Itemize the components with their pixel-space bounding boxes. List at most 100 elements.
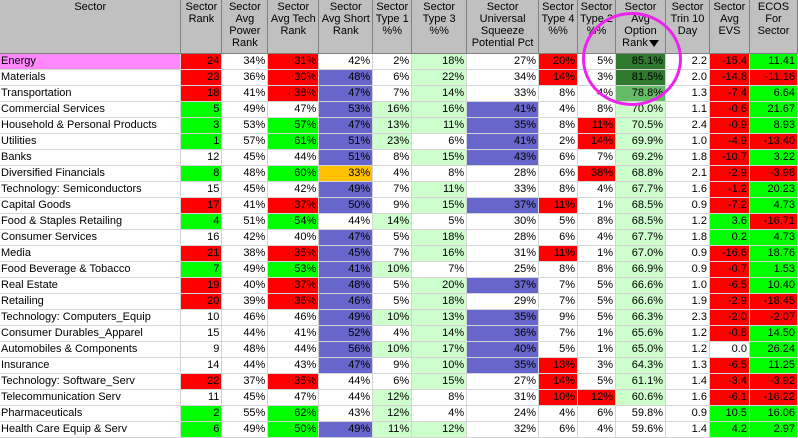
- table-cell[interactable]: -6.1: [709, 389, 750, 406]
- table-cell[interactable]: 33%: [466, 85, 540, 102]
- table-cell[interactable]: 21.67: [749, 101, 798, 118]
- table-cell[interactable]: 81.5%: [615, 69, 666, 86]
- table-cell[interactable]: 2%: [372, 53, 413, 70]
- table-cell[interactable]: 14%: [538, 373, 579, 390]
- table-cell[interactable]: 51%: [318, 133, 374, 150]
- sector-name-cell[interactable]: Food & Staples Retailing: [0, 213, 182, 230]
- table-cell[interactable]: 22: [180, 373, 223, 390]
- table-cell[interactable]: 57%: [221, 133, 269, 150]
- column-header[interactable]: Sector Type 1 %%: [372, 0, 413, 54]
- table-cell[interactable]: 12: [180, 149, 223, 166]
- table-cell[interactable]: 1.3: [665, 85, 710, 102]
- table-cell[interactable]: 8%: [538, 261, 579, 278]
- table-cell[interactable]: 1.1: [665, 101, 710, 118]
- table-cell[interactable]: 4.2: [709, 421, 750, 438]
- table-cell[interactable]: -18.45: [749, 293, 798, 310]
- table-cell[interactable]: 49%: [221, 261, 269, 278]
- sector-name-cell[interactable]: Household & Personal Products: [0, 117, 182, 134]
- table-cell[interactable]: 51%: [318, 149, 374, 166]
- table-cell[interactable]: 1: [180, 133, 223, 150]
- table-cell[interactable]: 21: [180, 245, 223, 262]
- table-cell[interactable]: 41%: [221, 197, 269, 214]
- table-cell[interactable]: 66.6%: [615, 293, 666, 310]
- column-header[interactable]: Sector Trin 10 Day: [665, 0, 710, 54]
- table-cell[interactable]: 41%: [221, 85, 269, 102]
- table-cell[interactable]: 47%: [267, 389, 320, 406]
- table-cell[interactable]: 42%: [267, 181, 320, 198]
- table-cell[interactable]: 31%: [466, 245, 540, 262]
- table-cell[interactable]: 5%: [577, 373, 617, 390]
- table-cell[interactable]: 3: [180, 117, 223, 134]
- table-cell[interactable]: 46%: [221, 309, 269, 326]
- table-cell[interactable]: 28%: [466, 165, 540, 182]
- table-cell[interactable]: -11.16: [749, 69, 798, 86]
- table-cell[interactable]: 70.0%: [615, 101, 666, 118]
- table-cell[interactable]: 48%: [318, 69, 374, 86]
- table-cell[interactable]: 18%: [411, 53, 468, 70]
- table-cell[interactable]: -15.4: [709, 53, 750, 70]
- table-cell[interactable]: 59.6%: [615, 421, 666, 438]
- table-cell[interactable]: 85.1%: [615, 53, 666, 70]
- table-cell[interactable]: -0.8: [709, 325, 750, 342]
- table-cell[interactable]: 61%: [267, 133, 320, 150]
- table-cell[interactable]: 45%: [221, 149, 269, 166]
- table-cell[interactable]: 60%: [267, 165, 320, 182]
- table-cell[interactable]: 37%: [466, 277, 540, 294]
- sector-name-cell[interactable]: Automobiles & Components: [0, 341, 182, 358]
- table-cell[interactable]: 19: [180, 277, 223, 294]
- table-cell[interactable]: -7.2: [709, 197, 750, 214]
- table-cell[interactable]: 52%: [318, 325, 374, 342]
- table-cell[interactable]: 3.6: [709, 213, 750, 230]
- column-header[interactable]: Sector Type 3 %%: [411, 0, 468, 54]
- table-cell[interactable]: 10%: [372, 261, 413, 278]
- table-cell[interactable]: 16%: [411, 101, 468, 118]
- table-cell[interactable]: 23: [180, 69, 223, 86]
- table-cell[interactable]: 27%: [466, 53, 540, 70]
- table-cell[interactable]: 12%: [577, 389, 617, 406]
- table-cell[interactable]: 6%: [538, 229, 579, 246]
- column-header[interactable]: Sector Type 2 %%: [577, 0, 617, 54]
- sector-name-cell[interactable]: Food Beverage & Tobacco: [0, 261, 182, 278]
- table-cell[interactable]: 43%: [318, 405, 374, 422]
- table-cell[interactable]: 6%: [538, 165, 579, 182]
- table-cell[interactable]: 43%: [267, 357, 320, 374]
- table-cell[interactable]: 1.2: [665, 325, 710, 342]
- table-cell[interactable]: 6%: [372, 69, 413, 86]
- table-cell[interactable]: 8%: [372, 149, 413, 166]
- table-cell[interactable]: 4: [180, 213, 223, 230]
- table-cell[interactable]: 3.22: [749, 149, 798, 166]
- table-cell[interactable]: -3.92: [749, 373, 798, 390]
- table-cell[interactable]: 68.5%: [615, 213, 666, 230]
- table-cell[interactable]: 48%: [221, 341, 269, 358]
- table-cell[interactable]: 1%: [577, 245, 617, 262]
- table-cell[interactable]: -0.9: [709, 117, 750, 134]
- table-cell[interactable]: -2.9: [709, 293, 750, 310]
- table-cell[interactable]: 16: [180, 229, 223, 246]
- table-cell[interactable]: 8%: [577, 213, 617, 230]
- table-cell[interactable]: 30%: [267, 69, 320, 86]
- table-cell[interactable]: 67.7%: [615, 181, 666, 198]
- table-cell[interactable]: 42%: [318, 53, 374, 70]
- table-cell[interactable]: 57%: [267, 117, 320, 134]
- table-cell[interactable]: 7%: [538, 293, 579, 310]
- table-cell[interactable]: 15: [180, 325, 223, 342]
- table-cell[interactable]: 5%: [538, 341, 579, 358]
- table-cell[interactable]: 6%: [577, 405, 617, 422]
- table-cell[interactable]: 59.8%: [615, 405, 666, 422]
- table-cell[interactable]: 8%: [538, 85, 579, 102]
- table-cell[interactable]: 44%: [267, 341, 320, 358]
- table-cell[interactable]: 49%: [318, 421, 374, 438]
- table-cell[interactable]: 8: [180, 165, 223, 182]
- table-cell[interactable]: 18.76: [749, 245, 798, 262]
- table-cell[interactable]: 6.64: [749, 85, 798, 102]
- table-cell[interactable]: 6%: [538, 421, 579, 438]
- table-cell[interactable]: 15: [180, 181, 223, 198]
- table-cell[interactable]: 24%: [466, 405, 540, 422]
- table-cell[interactable]: 0.0: [709, 341, 750, 358]
- table-cell[interactable]: 53%: [318, 101, 374, 118]
- table-cell[interactable]: 32%: [466, 421, 540, 438]
- table-cell[interactable]: 5%: [538, 213, 579, 230]
- table-cell[interactable]: 11.41: [749, 53, 798, 70]
- column-header[interactable]: Sector Avg EVS: [709, 0, 750, 54]
- table-cell[interactable]: 22%: [411, 69, 468, 86]
